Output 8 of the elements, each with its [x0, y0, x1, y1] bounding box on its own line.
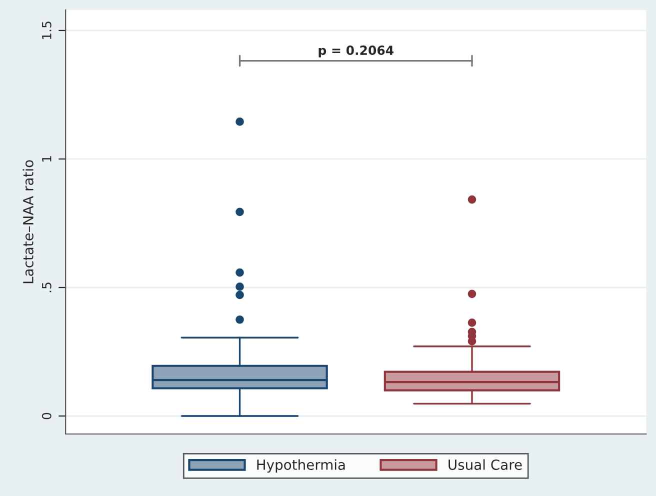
annotation: p = 0.2064 — [318, 46, 394, 58]
y-tick-label: 1.5 — [42, 22, 52, 40]
legend-label: Hypothermia — [257, 459, 345, 473]
legend-label: Usual Care — [448, 459, 522, 470]
y-tick-label: .5 — [42, 282, 52, 292]
y-axis-title: Lactate–NAA ratio — [22, 160, 34, 284]
y-tick-label: 1 — [42, 156, 52, 162]
y-tick-label: 0 — [42, 412, 52, 420]
